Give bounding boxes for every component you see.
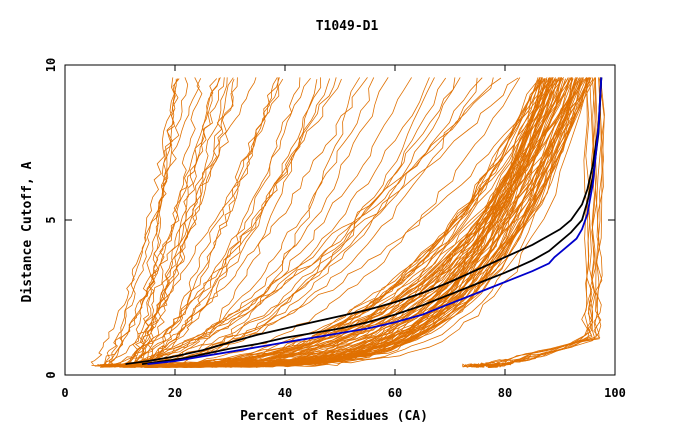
model-curve	[488, 77, 603, 368]
model-curve	[469, 78, 590, 368]
x-axis-label: Percent of Residues (CA)	[240, 409, 428, 424]
x-tick-label: 100	[604, 386, 626, 400]
highlight-curve-black	[141, 77, 603, 365]
model-curve	[473, 77, 595, 368]
model-curve	[135, 78, 179, 368]
model-curve	[100, 77, 584, 368]
model-curve	[112, 77, 519, 367]
model-curve	[143, 77, 280, 367]
model-curve	[134, 77, 234, 368]
x-tick-label: 60	[388, 386, 402, 400]
highlight-curve-blue	[147, 77, 603, 365]
model-curve	[117, 77, 494, 366]
y-axis-label: Distance Cutoff, A	[20, 161, 35, 302]
y-tick-label: 0	[44, 371, 58, 378]
model-curve	[134, 78, 331, 367]
model-curve	[133, 77, 322, 368]
chart-title: T1049-D1	[316, 19, 379, 34]
x-tick-label: 20	[168, 386, 182, 400]
model-curve	[134, 77, 221, 367]
model-curve	[153, 77, 278, 366]
model-curve	[130, 78, 179, 368]
model-curve	[486, 77, 605, 368]
y-tick-label: 10	[44, 58, 58, 72]
model-curve	[125, 77, 228, 368]
model-curve	[131, 77, 375, 367]
model-curve	[103, 77, 176, 368]
model-curve	[110, 77, 225, 366]
series-layer	[90, 77, 605, 369]
model-curve	[145, 78, 235, 366]
x-tick-label: 80	[498, 386, 512, 400]
x-axis: 0 20 40 60 80 100	[61, 65, 626, 400]
x-tick-label: 40	[278, 386, 292, 400]
model-curve	[105, 77, 478, 368]
model-curve	[130, 77, 447, 368]
model-curve	[102, 77, 189, 367]
model-curve	[103, 78, 284, 366]
model-curve	[142, 77, 592, 368]
model-curve	[150, 77, 541, 368]
model-curve	[90, 77, 200, 365]
y-tick-label: 5	[44, 216, 58, 223]
model-curve	[141, 77, 541, 368]
model-curve	[139, 78, 580, 367]
model-curve	[134, 78, 180, 366]
highlight-curve-black	[125, 77, 603, 365]
model-curve	[108, 77, 435, 368]
model-curve	[125, 77, 502, 367]
y-axis: 0 5 10	[44, 58, 615, 379]
model-curve	[147, 77, 361, 368]
model-curve	[133, 77, 521, 368]
model-curve	[114, 77, 368, 368]
model-curve	[141, 77, 311, 367]
model-curve	[139, 77, 279, 367]
model-curve	[105, 77, 220, 367]
x-tick-label: 0	[61, 386, 68, 400]
model-curve	[141, 77, 301, 365]
